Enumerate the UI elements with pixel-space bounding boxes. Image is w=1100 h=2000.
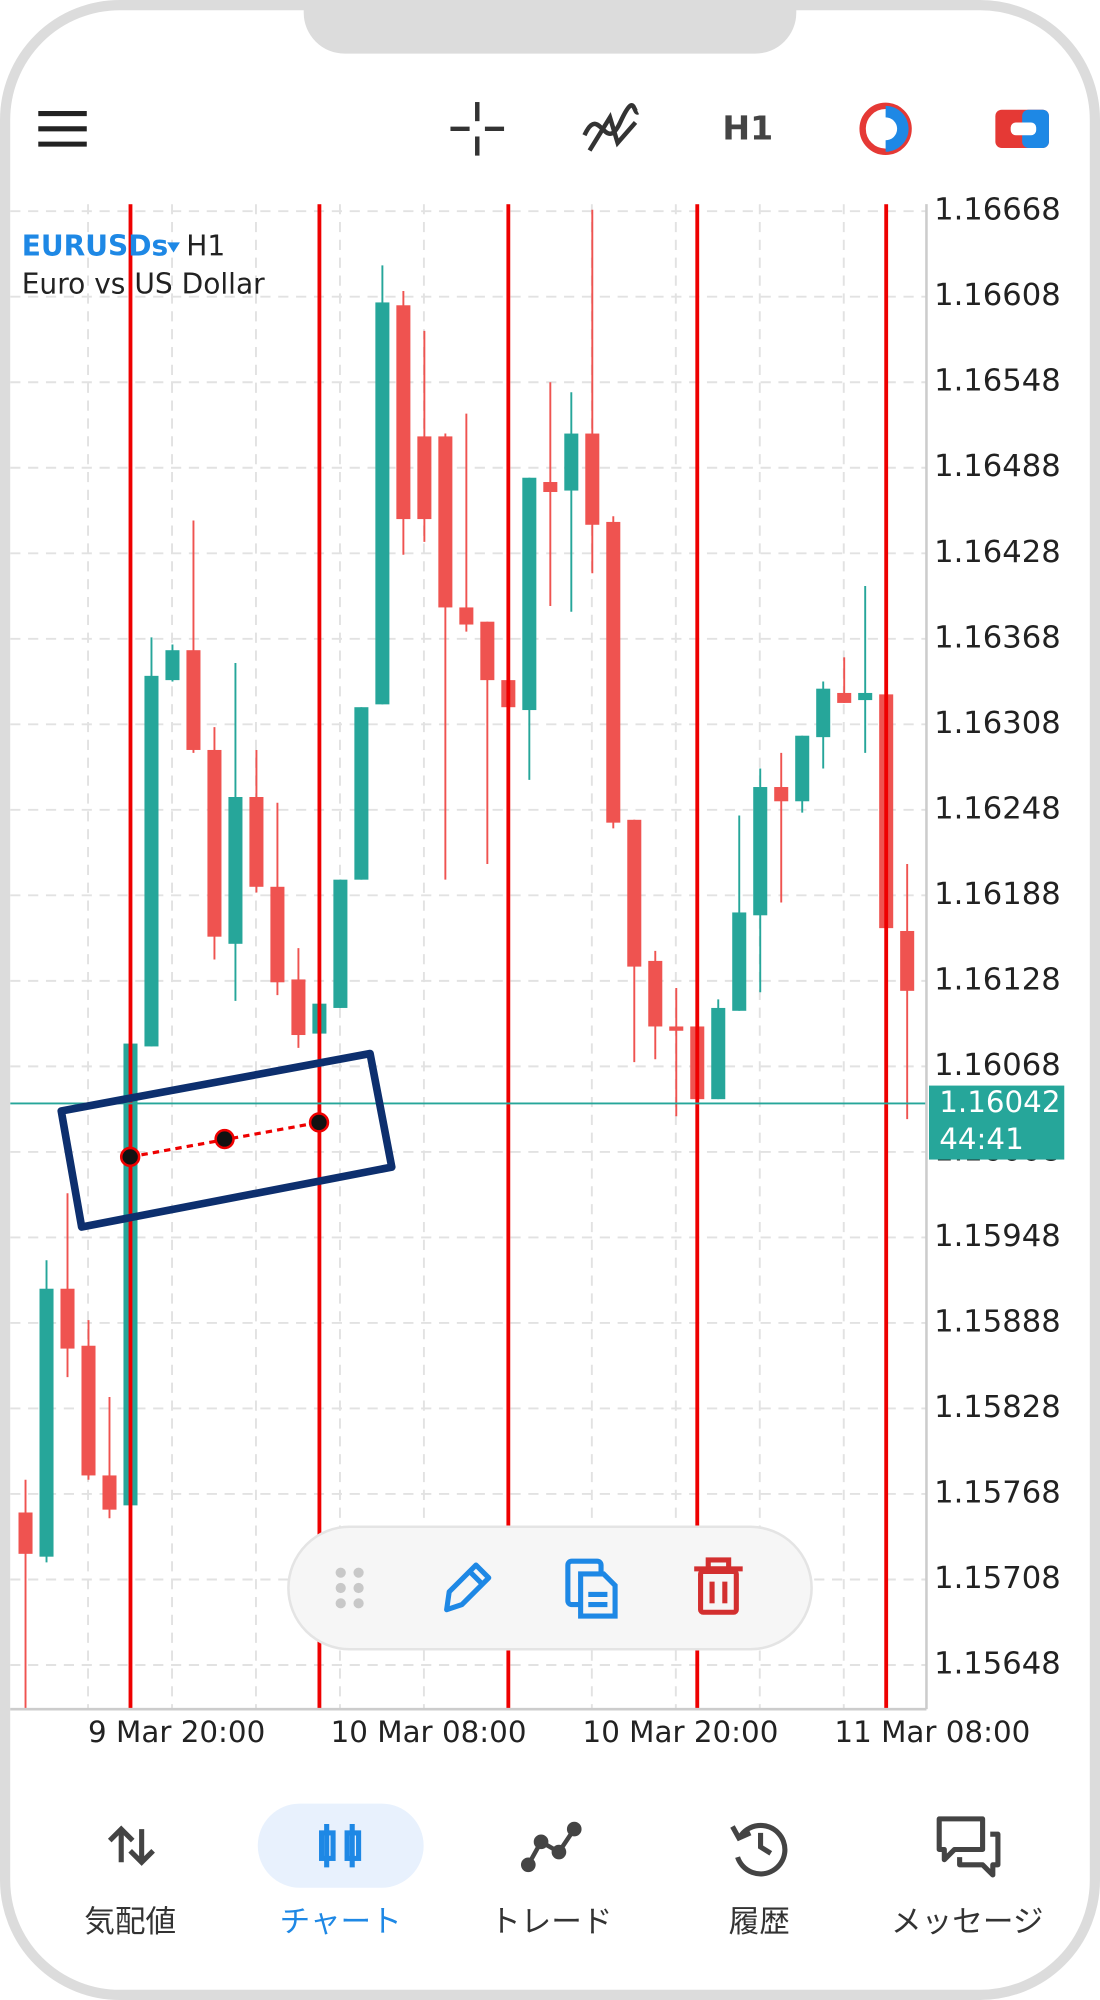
candle-body [39,1288,54,1557]
candle-body [333,879,348,1008]
candle-body [900,930,915,991]
current-price: 1.16042 [939,1085,1060,1119]
x-tick-label: 9 Mar 20:00 [88,1715,265,1749]
y-tick-label: 1.16248 [934,791,1061,826]
candle-body [795,735,810,802]
candle-body [837,692,852,703]
candle-body [249,797,264,887]
candle-body [543,482,558,492]
y-tick-label: 1.16368 [934,620,1061,655]
selection-box [57,1049,396,1231]
notch [303,0,797,54]
edit-button[interactable] [444,1562,492,1613]
candle-body [144,675,159,1047]
indicators-button[interactable] [582,103,640,152]
x-tick-label: 10 Mar 20:00 [583,1715,779,1749]
menu-button[interactable] [38,110,87,147]
nav-active-pill [257,1803,424,1888]
trendline[interactable] [119,1112,330,1168]
y-tick-label: 1.15708 [934,1561,1061,1596]
countdown: 44:41 [939,1122,1024,1156]
messages-icon [936,1816,1001,1878]
trade-icon [520,1821,582,1873]
symbol-dropdown[interactable] [167,242,180,253]
candle-body [228,797,243,944]
candle-body [711,1007,726,1100]
x-tick-label: 10 Mar 08:00 [331,1715,527,1749]
clock-button[interactable] [859,102,912,155]
candle-body [480,621,495,681]
candle-body [774,787,789,802]
y-tick-label: 1.16488 [934,449,1061,484]
price-tag [929,1085,1065,1160]
history-icon [730,1822,788,1877]
y-tick-label: 1.16428 [934,535,1061,570]
candle-body [417,436,432,520]
candle-body [564,433,579,491]
candle-body [270,886,285,983]
price-axis: 1.16668 1.16608 1.16548 1.16488 1.16428 1.163… [10,193,1065,1749]
candle-body [81,1345,96,1476]
candle-body [396,305,411,520]
delete-button[interactable] [694,1557,743,1615]
candle-body [522,477,537,711]
chart-icon [319,1823,362,1868]
candle-body [816,688,831,738]
symbol[interactable]: EURUSDs [22,229,169,262]
y-tick-label: 1.15768 [934,1475,1061,1510]
candle-body [627,819,642,967]
nav-label[interactable]: トレード [490,1905,612,1940]
y-tick-label: 1.16068 [934,1048,1061,1083]
candle-body [459,607,474,625]
crosshair-button[interactable] [450,102,505,156]
copy-button[interactable] [565,1558,618,1619]
x-tick-label: 11 Mar 08:00 [834,1715,1030,1749]
candle-body [858,692,873,701]
quotes-icon [107,1825,155,1866]
y-tick-label: 1.15648 [934,1647,1061,1682]
candle-body [60,1288,75,1349]
candle-body [753,787,768,916]
chart-area [10,204,927,1710]
y-tick-label: 1.15888 [934,1304,1061,1339]
symbol-description: Euro vs US Dollar [22,268,265,301]
object-toolbar [287,1525,813,1651]
trade-toggle[interactable] [995,109,1049,148]
symbol-timeframe: H1 [186,229,225,262]
nav-label[interactable]: チャート [280,1905,402,1940]
nav-label[interactable]: メッセージ [891,1905,1043,1940]
y-tick-label: 1.16548 [934,364,1061,399]
candle-body [102,1475,117,1510]
nav-label[interactable]: 履歴 [729,1905,790,1940]
candle-body [585,433,600,525]
candle-body [606,521,621,823]
candle-body [732,912,747,1011]
drag-handle[interactable] [335,1567,364,1609]
y-tick-label: 1.15948 [934,1219,1061,1254]
candle-body [207,749,222,937]
candle-body [18,1512,33,1554]
candle-body [186,650,201,750]
y-tick-label: 1.16128 [934,962,1061,997]
timeframe-button[interactable]: H1 [722,109,773,148]
candle-body [648,960,663,1027]
y-tick-label: 1.16188 [934,877,1061,912]
candle-body [354,707,369,880]
candle-body [438,436,453,608]
candle-body [291,979,306,1036]
candle-body [165,650,180,681]
candle-body [669,1026,684,1031]
y-tick-label: 1.15828 [934,1390,1061,1425]
y-tick-label: 1.16668 [934,193,1061,228]
y-tick-label: 1.16608 [934,278,1061,313]
nav-label[interactable]: 気配値 [84,1905,176,1940]
candle-body [375,302,390,705]
y-tick-label: 1.16308 [934,706,1061,741]
